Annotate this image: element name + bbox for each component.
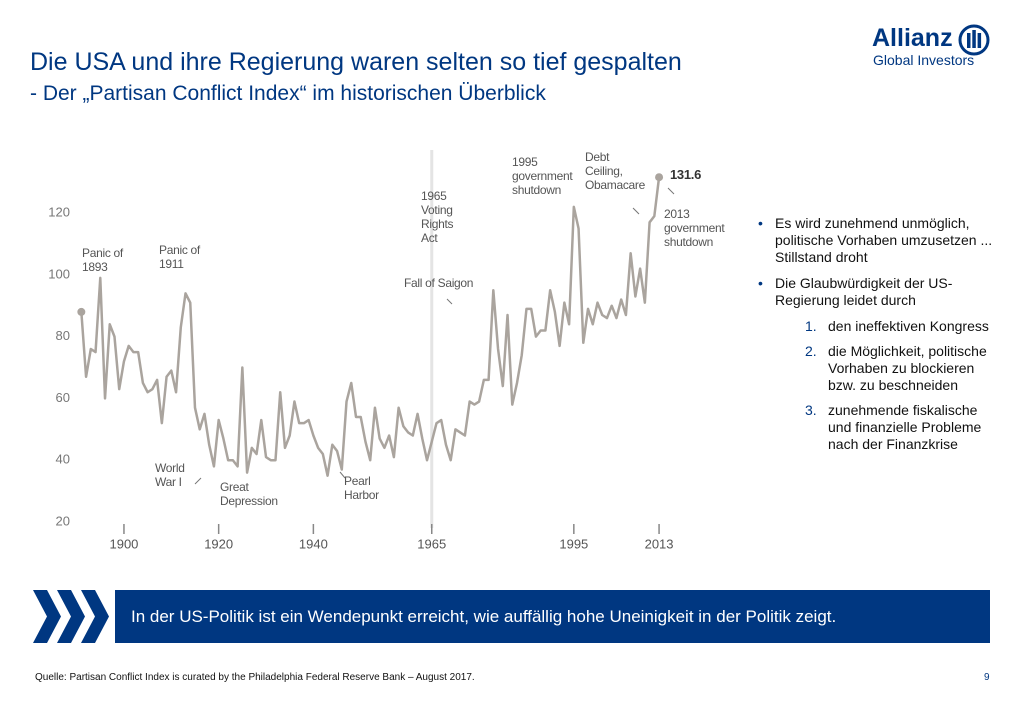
y-tick-label: 80 — [56, 328, 70, 343]
annotation: Panic of 1893 — [82, 246, 123, 274]
source: Quelle: Partisan Conflict Index is curat… — [35, 672, 475, 683]
index-line — [80, 177, 661, 477]
end-point — [77, 307, 86, 316]
item-text: zunehmende fiskalische und finanzielle P… — [828, 402, 982, 452]
item-text: den ineffektiven Kongress — [828, 318, 989, 334]
logo-sub: Global Investors — [873, 52, 975, 68]
logo-brand: Allianz — [872, 24, 953, 52]
x-tick-label: 1900 — [109, 536, 138, 551]
annotation: Fall of Saigon — [404, 276, 474, 290]
y-tick-label: 40 — [56, 452, 70, 467]
annotation: Panic of 1911 — [159, 243, 200, 271]
y-tick-label: 60 — [56, 390, 70, 405]
x-tick-label: 1995 — [559, 536, 588, 551]
item-number: 3. — [805, 402, 817, 418]
x-tick-label: 1920 — [204, 536, 233, 551]
annotation: World War I — [155, 461, 185, 489]
item-number: 1. — [805, 318, 817, 334]
banner-bar — [115, 590, 990, 643]
annotation: 1965 Voting Rights Act — [421, 189, 454, 245]
item-number: 2. — [805, 343, 817, 359]
bullet: Die Glaubwürdigkeit der US-Regierung lei… — [758, 275, 993, 309]
last-value-label: 131.6 — [670, 167, 702, 182]
title: Die USA und ihre Regierung waren selten … — [30, 48, 682, 76]
banner-text: In der US-Politik ist ein Wendepunkt err… — [131, 607, 837, 626]
y-tick-label: 120 — [48, 204, 70, 219]
bullet: Es wird zunehmend unmöglich, politische … — [758, 215, 993, 266]
logo-icon — [958, 24, 990, 56]
annotation: 2013 government shutdown — [664, 207, 725, 249]
arrows — [194, 187, 675, 485]
subtitle: - Der „Partisan Conflict Index“ im histo… — [30, 82, 546, 105]
numbered-item: 1. den ineffektiven Kongress — [758, 318, 993, 335]
annotation: Great Depression — [220, 480, 278, 508]
annotation: 1995 government shutdown — [512, 155, 573, 197]
x-tick-label: 2013 — [645, 536, 674, 551]
item-text: die Möglichkeit, politische Vorhaben zu … — [828, 343, 987, 393]
chevrons — [33, 590, 109, 643]
end-point — [655, 173, 664, 182]
annotation: Pearl Harbor — [344, 474, 379, 502]
numbered-item: 3. zunehmende fiskalische und finanzielle… — [758, 402, 993, 453]
numbered-item: 2. die Möglichkeit, politische Vorhaben z… — [758, 343, 993, 394]
x-tick-label: 1965 — [417, 536, 446, 551]
y-tick-label: 100 — [48, 266, 70, 281]
page-number: 9 — [984, 672, 990, 683]
x-tick-label: 1940 — [299, 536, 328, 551]
y-tick-label: 20 — [56, 513, 70, 528]
bullet-list: Es wird zunehmend unmöglich, politische … — [758, 215, 993, 461]
chart: 20 40 60 80 100 120 1900 1920 1940 1965 1995 2013 — [48, 150, 675, 551]
annotation: Debt Ceiling, Obamacare — [585, 150, 645, 192]
